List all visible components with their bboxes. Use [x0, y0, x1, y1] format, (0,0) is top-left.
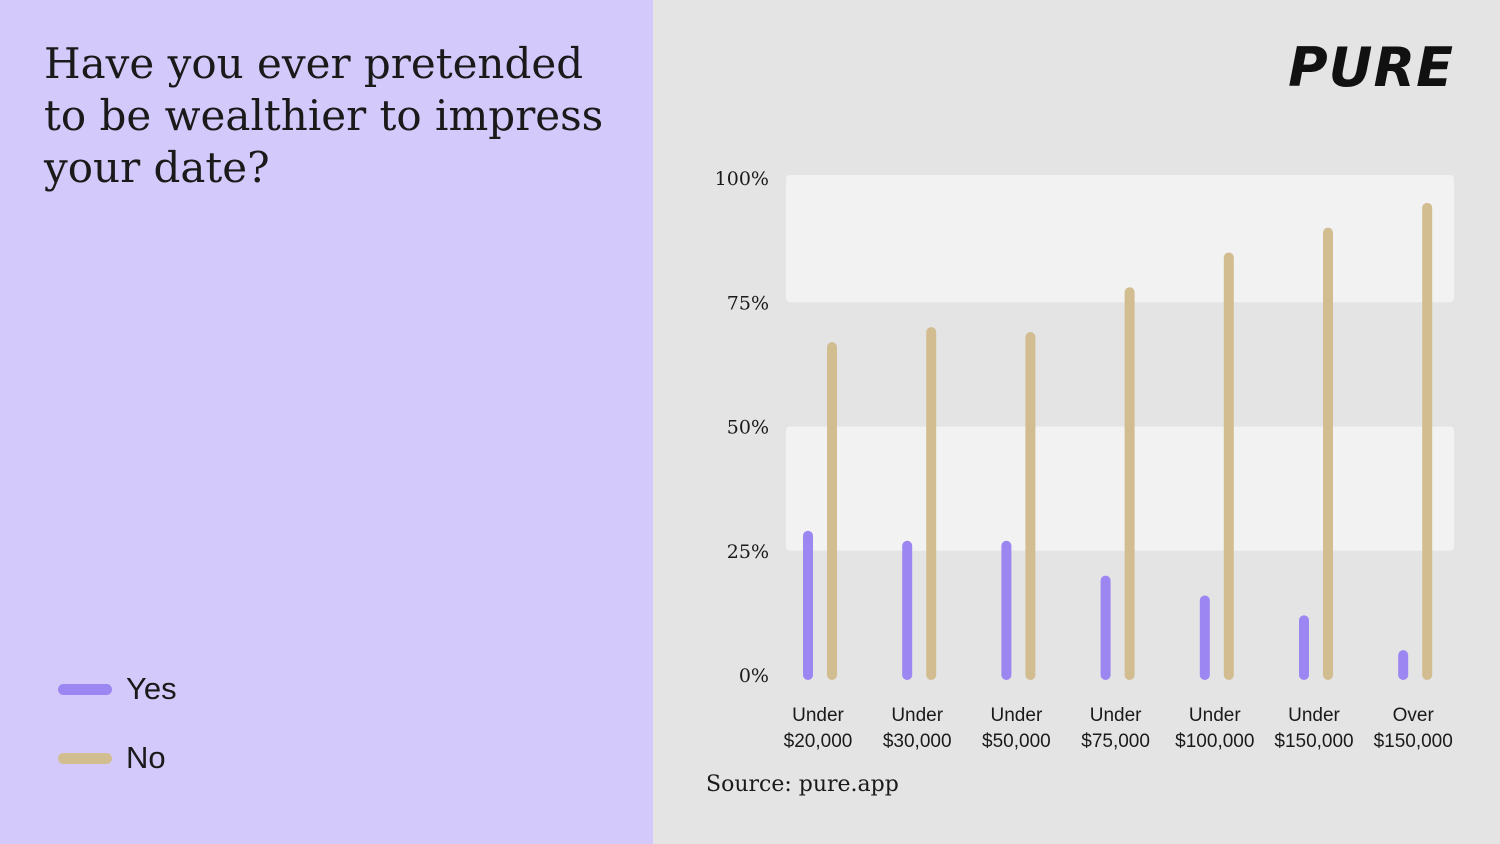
source-note: Source: pure.app [706, 772, 899, 797]
y-tick-label: 75% [727, 292, 769, 314]
x-tick-label: Over [1393, 705, 1435, 726]
x-tick-label: $20,000 [784, 731, 853, 752]
legend-swatch-yes [58, 684, 112, 695]
x-tick-label: $30,000 [883, 731, 952, 752]
legend-label-yes: Yes [126, 671, 177, 706]
legend-label-no: No [126, 740, 166, 775]
x-tick-label: Under [891, 705, 943, 726]
question-title: Have you ever pretended to be wealthier … [44, 39, 604, 192]
x-tick-label: $100,000 [1175, 731, 1254, 752]
y-tick-label: 100% [715, 168, 769, 190]
x-tick-label: Under [1288, 705, 1340, 726]
y-tick-label: 0% [739, 665, 769, 687]
x-tick-label: $75,000 [1081, 731, 1150, 752]
y-tick-label: 25% [727, 541, 769, 563]
legend-swatch-no [58, 753, 112, 764]
x-tick-label: $150,000 [1374, 731, 1453, 752]
x-tick-label: Under [1189, 705, 1241, 726]
chart-panel: PURE [653, 0, 1500, 844]
x-tick-label: Under [1090, 705, 1142, 726]
x-tick-label: Under [792, 705, 844, 726]
grid-band-middle [786, 426, 1454, 551]
brand-logo: PURE [1288, 36, 1454, 99]
y-tick-label: 50% [727, 417, 769, 439]
x-tick-label: $50,000 [982, 731, 1051, 752]
question-panel: Have you ever pretended to be wealthier … [0, 0, 653, 844]
grid-band-top [786, 175, 1454, 303]
x-tick-label: $150,000 [1274, 731, 1353, 752]
x-tick-label: Under [991, 705, 1043, 726]
